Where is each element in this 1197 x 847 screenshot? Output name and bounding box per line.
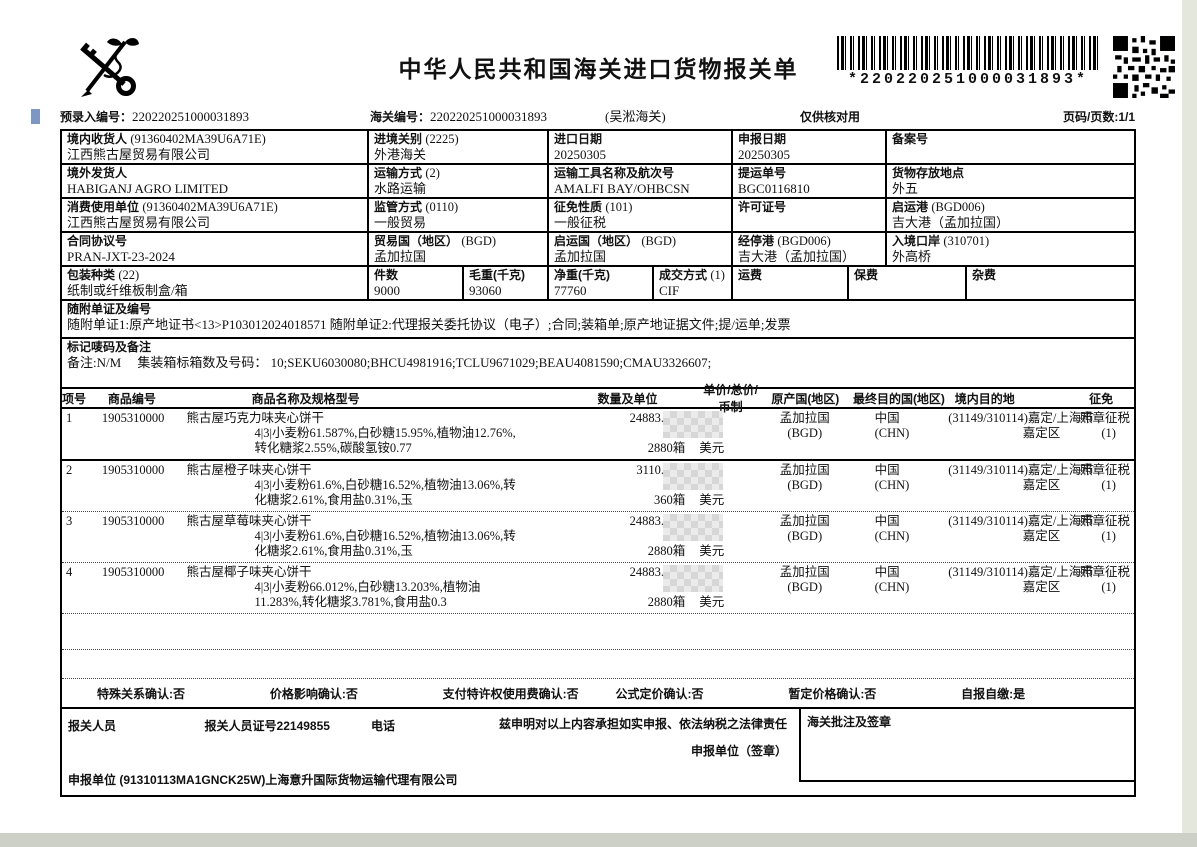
redacted-price [663, 565, 724, 592]
col-header-origin: 原产国(地区) [771, 391, 840, 406]
customs-number: 220220251000031893 [430, 109, 548, 124]
table-row: 3 1905310000 熊古屋草莓味夹心饼干 4|3|小麦粉61.6%,白砂糖… [62, 512, 1134, 563]
field-transaction-mode: 成交方式 (1) CIF [652, 267, 731, 299]
phone-label: 电话 [370, 719, 395, 733]
field-net-weight: 净重(千克) 77760 [547, 267, 652, 299]
declarant-cert-no: 报关人员证号22149855 [204, 719, 330, 733]
field-entry-customs: 进境关别 (2225) 外港海关 [367, 131, 547, 163]
pre-entry-label: 预录入编号： [60, 110, 133, 124]
field-marks-remarks: 标记唛码及备注 备注:N/M 集装箱标箱数及号码： 10;SEKU6030080… [62, 339, 1134, 389]
sign-label: 申报单位（签章） [690, 744, 787, 758]
col-header-levy: 征免 [1089, 391, 1114, 406]
pre-entry-number: 220220251000031893 [132, 109, 250, 124]
document-header: 中华人民共和国海关进口货物报关单 *220220251000031893* [0, 28, 1197, 108]
declarant-section: 报关人员 报关人员证号22149855 电话 兹申明对以上内容承担如实申报、依法… [62, 709, 799, 795]
field-contract-no: 合同协议号 PRAN-JXT-23-2024 [67, 234, 175, 264]
col-header-qty: 数量及单位 [597, 391, 658, 406]
field-bl-no: 提运单号 BGC0116810 [731, 165, 885, 197]
viewer-bottom-bar [0, 833, 1197, 847]
barcode [837, 36, 1099, 70]
field-declare-date: 申报日期 20250305 [731, 131, 885, 163]
barcode-text: *220220251000031893* [847, 71, 1089, 88]
field-transport-mode: 运输方式 (2) 水路运输 [367, 165, 547, 197]
confirm-self-declare: 自报自缴:是 [961, 686, 1026, 701]
field-freight: 运费 [731, 267, 847, 299]
confirm-price-influence: 价格影响确认:否 [269, 686, 358, 701]
table-row: 2 1905310000 熊古屋橙子味夹心饼干 4|3|小麦粉61.6%,白砂糖… [62, 461, 1134, 512]
field-storage-place: 货物存放地点 外五 [885, 165, 1134, 197]
field-departure-port: 启运港 (BGD006) 吉大港（孟加拉国） [885, 199, 1134, 231]
confirm-provisional-price: 暂定价格确认:否 [788, 686, 877, 701]
field-pieces: 件数 9000 [367, 267, 462, 299]
table-row: 1 1905310000 熊古屋巧克力味夹心饼干 4|3|小麦粉61.587%,… [62, 409, 1134, 461]
field-attached-documents: 随附单证及编号 随附单证1:原产地证书<13>P103012024018571 … [62, 301, 1134, 339]
field-import-date: 进口日期 20250305 [547, 131, 731, 163]
empty-items-area [62, 650, 1134, 679]
field-packing-type: 包装种类 (22) 纸制或纤维板制盒/箱 [67, 268, 188, 298]
declaration-statement: 兹申明对以上内容承担如实申报、依法纳税之法律责任 申报单位（签章） [498, 717, 787, 758]
confirm-formula-pricing: 公式定价确认:否 [615, 686, 704, 701]
field-record-no: 备案号 [885, 131, 1134, 163]
customs-notes-section: 海关批注及签章 [799, 709, 1134, 782]
page-title: 中华人民共和国海关进口货物报关单 [398, 56, 799, 82]
check-note: 仅供核对用 [800, 110, 861, 124]
redacted-price [663, 411, 724, 438]
redacted-price [663, 514, 724, 541]
viewer-right-margin [1182, 0, 1197, 847]
field-misc-fee: 杂费 [965, 267, 1134, 299]
col-header-price: 单价/总价/币制 [703, 383, 758, 414]
empty-items-area [62, 614, 1134, 650]
col-header-no: 项号 [62, 391, 87, 406]
customs-notes-label: 海关批注及签章 [807, 715, 892, 729]
field-license-no: 许可证号 [731, 199, 885, 231]
confirm-special-relation: 特殊关系确认:否 [97, 686, 185, 701]
redacted-price [663, 463, 724, 490]
col-header-dest: 最终目的国(地区) [852, 391, 945, 406]
declaration-footer: 报关人员 报关人员证号22149855 电话 兹申明对以上内容承担如实申报、依法… [62, 709, 1134, 795]
customs-no-label: 海关编号： [370, 110, 431, 124]
field-entry-port: 入境口岸 (310701) 外高桥 [885, 233, 1134, 265]
field-trade-country: 贸易国（地区） (BGD) 孟加拉国 [367, 233, 547, 265]
col-header-hs-code: 商品编号 [107, 391, 156, 406]
page-number: 页码/页数:1/1 [1062, 110, 1135, 124]
field-consumer-unit: 消费使用单位 (91360402MA39U6A71E) 江西熊古屋贸易有限公司 [67, 200, 278, 230]
field-departure-country: 启运国（地区） (BGD) 孟加拉国 [547, 233, 731, 265]
field-transit-port: 经停港 (BGD006) 吉大港（孟加拉国） [731, 233, 885, 265]
col-header-name: 商品名称及规格型号 [251, 391, 360, 406]
declarant-label: 报关人员 [68, 719, 117, 733]
table-row: 4 1905310000 熊古屋椰子味夹心饼干 4|3|小麦粉66.012%,白… [62, 563, 1134, 614]
customs-office: (吴淞海关) [605, 109, 666, 124]
declare-unit: 申报单位 (91310113MA1GNCK25W)上海意升国际货物运输代理有限公… [68, 773, 458, 787]
field-consignee: 境内收货人 (91360402MA39U6A71E) 江西熊古屋贸易有限公司 [67, 132, 266, 162]
items-table-header: 项号 商品编号 商品名称及规格型号 数量及单位 单价/总价/币制 原产国(地区)… [62, 383, 1134, 414]
field-insurance: 保费 [847, 267, 965, 299]
field-supervision-mode: 监管方式 (0110) 一般贸易 [367, 199, 547, 231]
field-transport-name: 运输工具名称及航次号 AMALFI BAY/OHBCSN [547, 165, 731, 197]
confirm-royalty-payment: 支付特许权使用费确认:否 [442, 686, 579, 701]
declaration-table: 境内收货人 (91360402MA39U6A71E) 江西熊古屋贸易有限公司 进… [60, 129, 1136, 797]
field-tax-nature: 征免性质 (101) 一般征税 [547, 199, 731, 231]
field-overseas-shipper: 境外发货人 HABIGANJ AGRO LIMITED [67, 166, 229, 196]
qr-code-icon [1113, 36, 1175, 98]
viewer-edge-artifact [31, 109, 40, 124]
field-gross-weight: 毛重(千克) 93060 [462, 267, 547, 299]
reference-row: 预录入编号：220220251000031893 海关编号：2202202510… [60, 106, 1135, 126]
customs-emblem-icon [74, 36, 140, 103]
col-header-domestic: 境内目的地 [954, 391, 1015, 406]
code-block: *220220251000031893* [837, 36, 1175, 98]
confirmation-row: 特殊关系确认:否 价格影响确认:否 支付特许权使用费确认:否 公式定价确认:否 … [62, 679, 1134, 709]
